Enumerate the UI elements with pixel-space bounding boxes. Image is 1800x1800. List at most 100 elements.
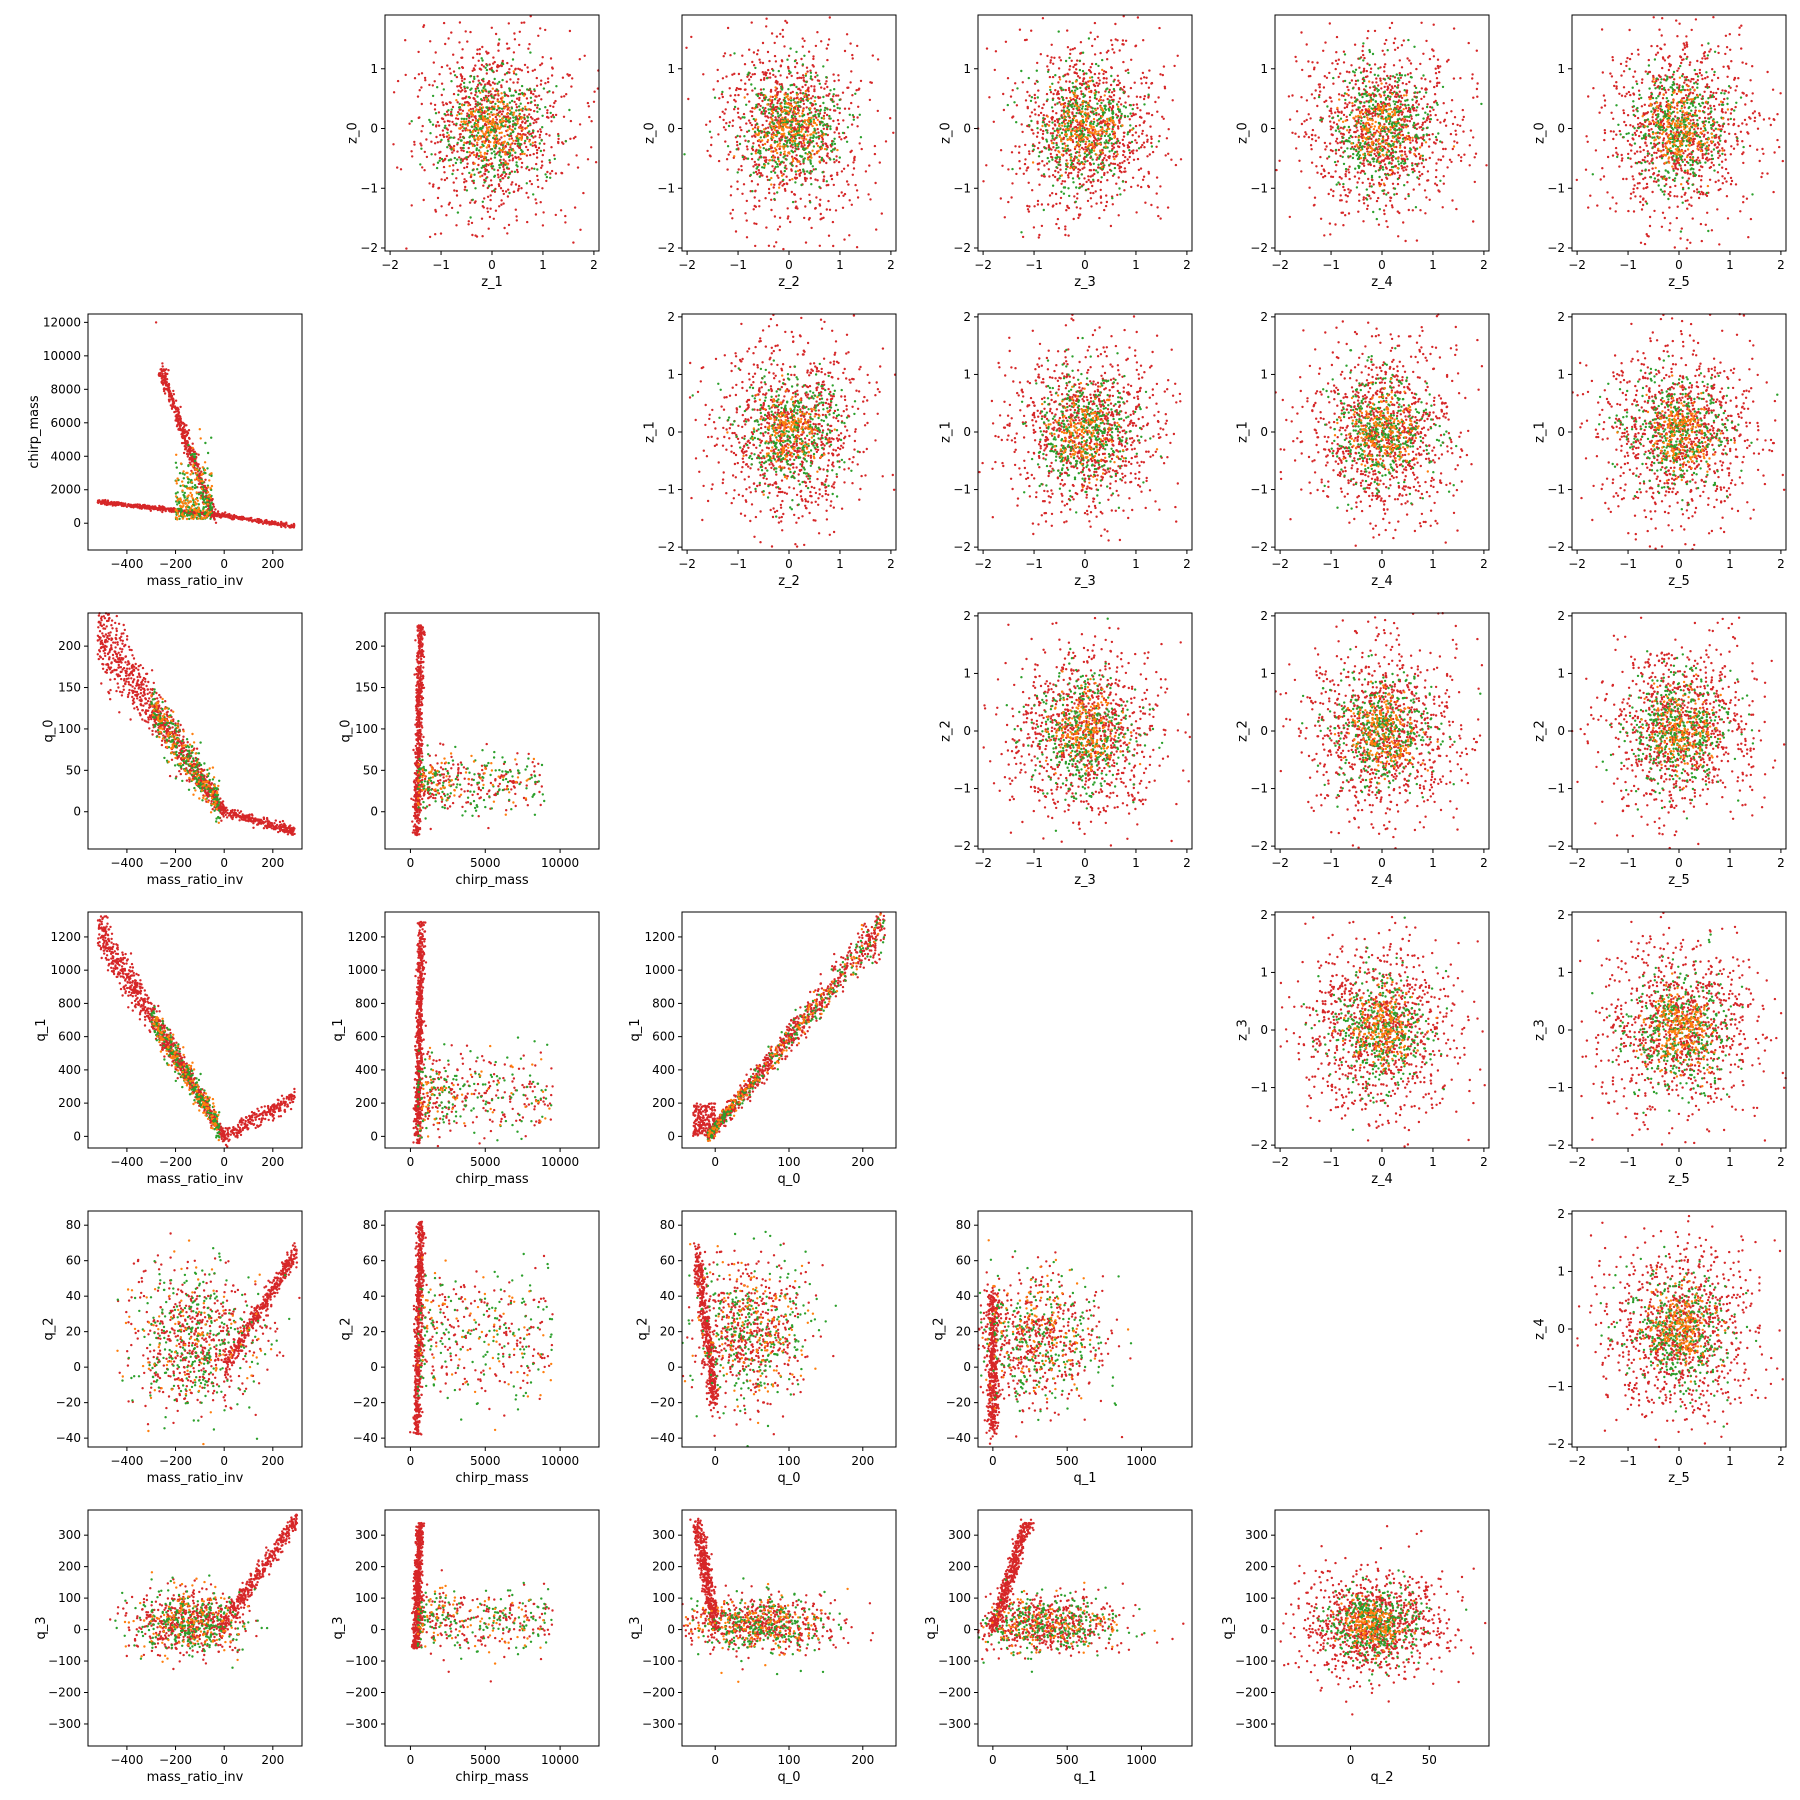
data-point xyxy=(540,98,542,100)
data-point xyxy=(526,221,528,223)
data-point xyxy=(513,32,515,34)
data-point xyxy=(468,220,470,222)
data-point xyxy=(464,186,466,188)
data-point xyxy=(435,136,437,138)
data-point xyxy=(540,83,542,85)
data-point xyxy=(545,180,547,182)
data-point xyxy=(429,40,431,42)
data-point xyxy=(405,247,407,249)
data-point xyxy=(396,166,398,168)
data-point xyxy=(495,116,497,118)
data-point xyxy=(510,65,512,67)
data-point xyxy=(457,138,459,140)
data-point xyxy=(471,222,473,224)
data-point xyxy=(424,79,426,81)
data-point xyxy=(473,182,475,184)
data-point xyxy=(528,169,530,171)
data-point xyxy=(450,31,452,33)
data-point xyxy=(481,218,483,220)
data-point xyxy=(545,133,547,135)
data-point xyxy=(590,146,592,148)
data-point xyxy=(455,177,457,179)
data-point xyxy=(444,43,446,45)
data-point xyxy=(467,223,469,225)
data-point xyxy=(508,22,510,24)
data-point xyxy=(488,80,490,82)
data-point xyxy=(451,151,453,153)
data-point xyxy=(472,108,474,110)
data-point xyxy=(424,151,426,153)
data-point xyxy=(527,196,529,198)
data-point xyxy=(546,112,548,114)
data-point xyxy=(456,85,458,87)
data-point xyxy=(447,120,449,122)
data-point xyxy=(479,53,481,55)
data-point xyxy=(489,216,491,218)
data-point xyxy=(536,156,538,158)
data-point xyxy=(437,141,439,143)
data-point xyxy=(496,109,498,111)
data-point xyxy=(404,39,406,41)
data-point xyxy=(459,21,461,23)
data-point xyxy=(457,101,459,103)
data-point xyxy=(441,66,443,68)
data-point xyxy=(515,68,517,70)
data-point xyxy=(505,146,507,148)
data-point xyxy=(468,102,470,104)
data-point xyxy=(542,56,544,58)
data-point xyxy=(540,131,542,133)
data-point xyxy=(470,92,472,94)
data-point xyxy=(537,35,539,37)
data-point xyxy=(496,118,498,120)
data-point xyxy=(541,160,543,162)
data-point xyxy=(478,80,480,82)
data-point xyxy=(433,61,435,63)
data-point xyxy=(533,122,535,124)
data-point xyxy=(490,194,492,196)
data-point xyxy=(560,209,562,211)
data-point xyxy=(461,173,463,175)
data-point xyxy=(511,181,513,183)
data-point xyxy=(497,174,499,176)
data-point xyxy=(445,102,447,104)
data-point xyxy=(435,51,437,53)
data-point xyxy=(517,78,519,80)
data-point xyxy=(453,70,455,72)
data-point xyxy=(483,179,485,181)
data-point xyxy=(430,102,432,104)
data-point xyxy=(420,130,422,132)
data-point xyxy=(535,121,537,123)
data-point xyxy=(519,147,521,149)
data-point xyxy=(534,135,536,137)
data-point xyxy=(508,72,510,74)
data-point xyxy=(503,227,505,229)
data-point xyxy=(460,73,462,75)
data-point xyxy=(459,136,461,138)
data-point xyxy=(491,27,493,29)
data-point xyxy=(534,99,536,101)
data-point xyxy=(505,120,507,122)
data-point xyxy=(493,94,495,96)
data-point xyxy=(423,199,425,201)
data-point xyxy=(503,193,505,195)
data-point xyxy=(461,80,463,82)
data-point xyxy=(392,143,394,145)
data-point xyxy=(464,189,466,191)
data-point xyxy=(532,93,534,95)
data-point xyxy=(437,197,439,199)
data-point xyxy=(453,145,455,147)
data-point xyxy=(453,189,455,191)
data-point xyxy=(465,30,467,32)
data-point xyxy=(456,150,458,152)
data-point xyxy=(548,134,550,136)
data-point xyxy=(497,44,499,46)
data-point xyxy=(531,183,533,185)
data-point xyxy=(500,187,502,189)
data-point xyxy=(447,37,449,39)
data-point xyxy=(515,183,517,185)
data-point xyxy=(487,196,489,198)
data-point xyxy=(507,115,509,117)
data-point xyxy=(527,149,529,151)
data-point xyxy=(410,150,412,152)
data-point xyxy=(476,144,478,146)
